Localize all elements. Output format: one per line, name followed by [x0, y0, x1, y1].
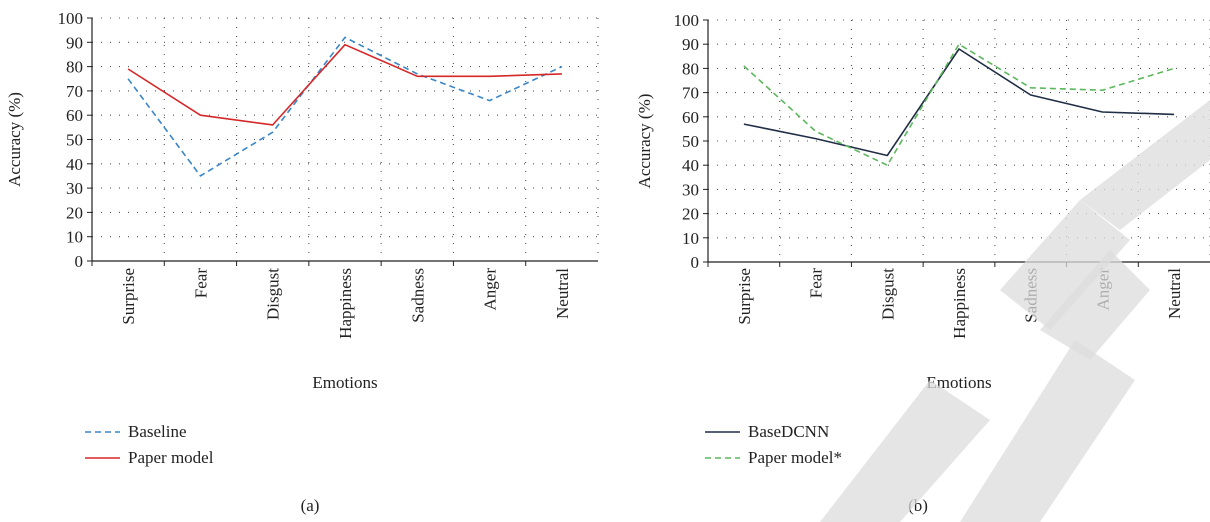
y-axis-title: Accuracy (%)	[5, 92, 24, 187]
x-tick-label: Surprise	[735, 268, 754, 325]
x-tick-label: Fear	[807, 268, 826, 299]
y-tick-label: 20	[66, 203, 83, 222]
x-axis-title: Emotions	[926, 373, 991, 392]
y-tick-label: 60	[682, 108, 699, 127]
x-tick-label: Sadness	[408, 268, 427, 323]
x-tick-label: Sadness	[1022, 268, 1041, 323]
y-tick-label: 70	[682, 84, 699, 103]
chart-panel-a: 0 10 20 30 40 50 60 70 80 90 100 Surprise Fear Disgus…	[5, 9, 599, 515]
legend-label: Baseline	[128, 422, 187, 441]
y-tick-label: 80	[682, 59, 699, 78]
y-tick-label: 10	[66, 228, 83, 247]
x-tick-label: Neutral	[553, 268, 572, 319]
y-tick-label: 10	[682, 229, 699, 248]
y-tick-label: 90	[682, 35, 699, 54]
x-tick-label: Disgust	[264, 268, 283, 320]
panel-label: (b)	[908, 496, 928, 515]
y-tick-label: 0	[691, 253, 700, 272]
legend-label: BaseDCNN	[748, 422, 829, 441]
x-tick-label: Anger	[1093, 268, 1112, 311]
y-tick-label: 40	[66, 155, 83, 174]
chart-panel-b: 0 10 20 30 40 50 60 70 80 90 100 Surprise Fear Disgus…	[635, 11, 1210, 515]
x-tick-label: Disgust	[878, 268, 897, 320]
x-tick-label: Happiness	[336, 268, 355, 339]
y-tick-label: 50	[66, 131, 83, 150]
x-tick-label: Happiness	[950, 268, 969, 339]
x-tick-label: Surprise	[119, 268, 138, 325]
x-tick-label: Fear	[191, 268, 210, 299]
y-tick-label: 80	[66, 58, 83, 77]
x-axis-title: Emotions	[312, 373, 377, 392]
y-tick-label: 70	[66, 82, 83, 101]
series-line-2	[743, 43, 1175, 166]
x-tick-label: Neutral	[1165, 268, 1184, 319]
y-tick-label: 0	[75, 252, 84, 271]
y-tick-label: 40	[682, 156, 699, 175]
y-tick-label: 90	[66, 33, 83, 52]
series-line-1	[127, 36, 563, 177]
y-tick-label: 50	[682, 132, 699, 151]
y-tick-label: 100	[674, 11, 700, 30]
legend-label: Paper model	[128, 448, 214, 467]
y-tick-label: 20	[682, 205, 699, 224]
y-axis-title: Accuracy (%)	[635, 94, 654, 189]
legend-label: Paper model*	[748, 448, 842, 467]
y-tick-label: 60	[66, 106, 83, 125]
series-line-2	[127, 43, 562, 126]
series-line-1	[743, 48, 1175, 157]
y-tick-label: 30	[66, 179, 83, 198]
panel-label: (a)	[301, 496, 320, 515]
y-tick-label: 100	[58, 9, 84, 28]
y-tick-label: 30	[682, 180, 699, 199]
x-tick-label: Anger	[481, 268, 500, 311]
